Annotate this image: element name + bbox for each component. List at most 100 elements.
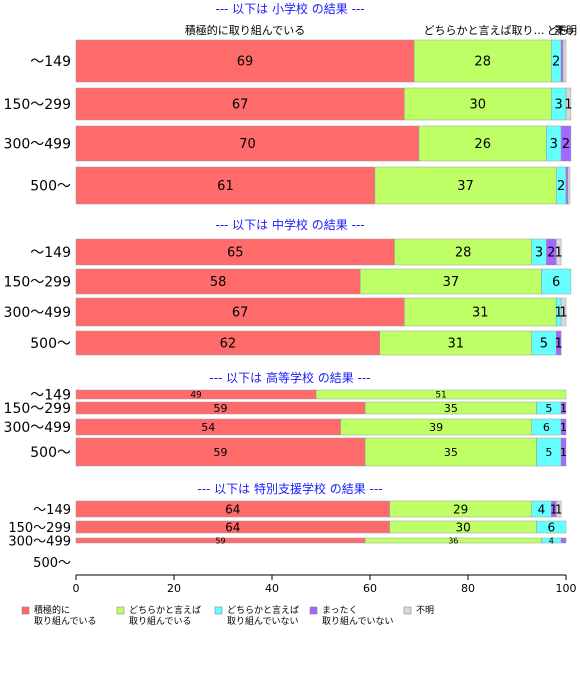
data-label: 67: [232, 98, 249, 113]
data-label: 5: [540, 337, 548, 352]
data-label: 1: [555, 337, 563, 352]
bar-segment: [536, 437, 562, 467]
column-label-5: 不明: [555, 24, 577, 37]
bar-segment: [374, 166, 557, 205]
bar-segment: [541, 268, 572, 295]
data-label: 64: [225, 520, 240, 534]
data-label: 2: [547, 246, 555, 261]
data-label: 5: [545, 402, 552, 415]
legend-label: 取り組んでいない: [322, 615, 394, 627]
bar-segment: [555, 500, 562, 518]
data-label: 4: [549, 536, 554, 545]
category-label: 500～: [33, 556, 71, 571]
bar-segment: [404, 297, 557, 327]
data-label: 4: [538, 502, 546, 516]
legend-swatch: [21, 606, 30, 615]
column-label-1: 積極的に取り組んでいる: [185, 23, 305, 37]
data-label: 1: [564, 98, 572, 113]
data-label: 1: [555, 306, 563, 321]
legend-label: 取り組んでいる: [34, 615, 97, 627]
data-label: 51: [435, 391, 446, 401]
data-label: 31: [472, 306, 489, 321]
column-label-2: どちらかと言えば取り…: [424, 24, 545, 37]
data-label: 30: [455, 520, 470, 534]
data-label: 28: [474, 55, 491, 70]
category-label: ～149: [30, 54, 71, 70]
legend-label: 不明: [416, 605, 434, 616]
data-label: 39: [429, 421, 443, 434]
category-label: 300～499: [8, 535, 71, 550]
legend-label: まったく: [322, 605, 358, 616]
data-label: 69: [237, 55, 254, 70]
group-title: --- 以下は 中学校 の結果 ---: [215, 217, 364, 232]
bar-segment: [315, 389, 567, 400]
bar-segment: [560, 418, 567, 436]
bar-segment: [75, 87, 405, 121]
legend-label: 積極的に: [34, 604, 70, 616]
bar-segment: [359, 268, 542, 295]
legend-label: 取り組んでいない: [227, 615, 299, 627]
data-label: 36: [448, 536, 458, 545]
column-label-3: どち: [547, 24, 569, 37]
data-label: 6: [547, 520, 555, 534]
data-label: 35: [444, 446, 458, 459]
data-label: 54: [201, 421, 215, 434]
data-label: 37: [443, 275, 460, 290]
data-label: 1: [560, 402, 567, 415]
data-label: 28: [455, 246, 472, 261]
data-label: 62: [220, 337, 237, 352]
legend-swatch: [403, 606, 412, 615]
data-label: 6: [552, 275, 560, 290]
bar-segment: [75, 166, 376, 205]
bar-segment: [75, 268, 361, 295]
data-label: 59: [214, 446, 228, 459]
legend-swatch: [116, 606, 125, 615]
data-label: 67: [232, 306, 249, 321]
bar-segment: [560, 401, 567, 415]
legend-swatch: [309, 606, 318, 615]
bar-segment: [555, 330, 562, 356]
category-label: 300～499: [4, 420, 71, 436]
group-title: --- 以下は 小学校 の結果 ---: [215, 1, 364, 16]
bar-segment: [404, 87, 552, 121]
data-label: 3: [555, 98, 563, 113]
data-label: 1: [560, 421, 567, 434]
data-label: 1: [555, 502, 563, 516]
legend-label: 取り組んでいる: [129, 615, 192, 627]
bar-segment: [555, 238, 562, 266]
data-label: 2: [562, 137, 570, 152]
data-label: 65: [227, 246, 244, 261]
data-label: 26: [474, 137, 491, 152]
bar-segment: [75, 238, 395, 266]
legend-label: どちらかと言えば: [129, 604, 201, 616]
data-label: 58: [210, 275, 227, 290]
data-label: 64: [225, 502, 240, 516]
data-label: 2: [552, 55, 560, 70]
bar-segment: [562, 39, 567, 83]
bar-segment: [379, 330, 532, 356]
x-tick-label: 80: [461, 582, 475, 595]
category-label: 300～499: [4, 137, 71, 153]
data-label: 35: [444, 402, 458, 415]
bar-segment: [364, 437, 537, 467]
x-tick-label: 40: [265, 582, 279, 595]
x-tick-label: 100: [556, 582, 577, 595]
data-label: 1: [560, 446, 567, 459]
bar-segment: [560, 125, 572, 162]
category-label: 500～: [30, 445, 71, 461]
data-label: 5: [545, 446, 552, 459]
bar-segment: [565, 166, 569, 205]
category-label: 300～499: [4, 305, 71, 321]
data-label: 1: [559, 306, 567, 321]
data-label: 31: [447, 337, 464, 352]
data-label: 2: [557, 179, 565, 194]
x-tick-label: 20: [167, 582, 181, 595]
x-tick-label: 0: [73, 582, 80, 595]
legend-label: どちらかと言えば: [227, 604, 299, 616]
bar-segment: [75, 39, 415, 83]
legend-swatch: [214, 606, 223, 615]
bar-segment: [75, 437, 366, 467]
data-label: 59: [215, 536, 225, 545]
bar-segment: [418, 125, 547, 162]
